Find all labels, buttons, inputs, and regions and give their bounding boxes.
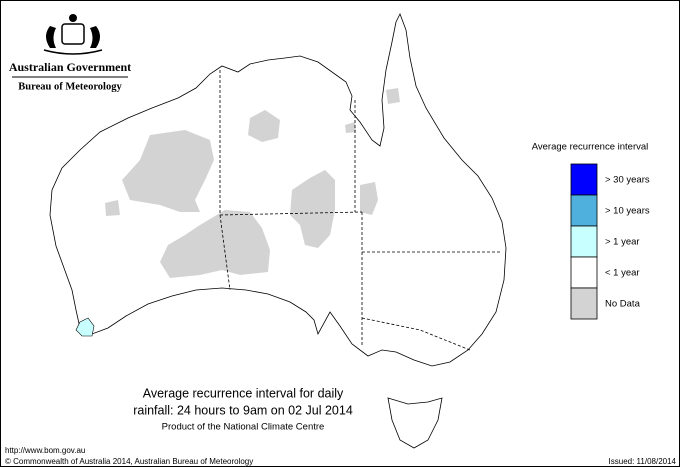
legend-label: < 1 year (605, 268, 640, 279)
legend-swatch (570, 225, 598, 258)
bureau: Bureau of Meteorology (18, 81, 122, 92)
state-borders (219, 70, 500, 351)
coat-of-arms (43, 14, 103, 55)
over-1-year-area (75, 317, 95, 337)
copyright: © Commonwealth of Australia 2014, Austra… (5, 457, 253, 466)
tasmania-outline (387, 397, 443, 449)
legend-swatch (570, 287, 598, 320)
product-note: Product of the National Climate Centre (162, 422, 325, 433)
legend-label: > 30 years (605, 175, 650, 186)
legend-swatch (570, 194, 598, 227)
legend: > 30 years > 10 years > 1 year < 1 year No D… (570, 163, 650, 320)
legend-label: > 10 years (605, 206, 650, 217)
agency: Australian Government (9, 60, 131, 74)
legend-label: > 1 year (605, 237, 640, 248)
url: http://www.bom.gov.au (5, 446, 85, 455)
caption-line: Average recurrence interval for daily (143, 386, 344, 400)
legend-label: No Data (605, 299, 641, 310)
caption-line: rainfall: 24 hours to 9am on 02 Jul 2014 (133, 403, 353, 417)
no-data-areas (105, 88, 400, 278)
legend-swatch (570, 256, 598, 289)
legend-title: Average recurrence interval (532, 142, 649, 153)
legend-swatch (570, 163, 598, 196)
issued-date: Issued: 11/08/2014 (609, 457, 677, 466)
